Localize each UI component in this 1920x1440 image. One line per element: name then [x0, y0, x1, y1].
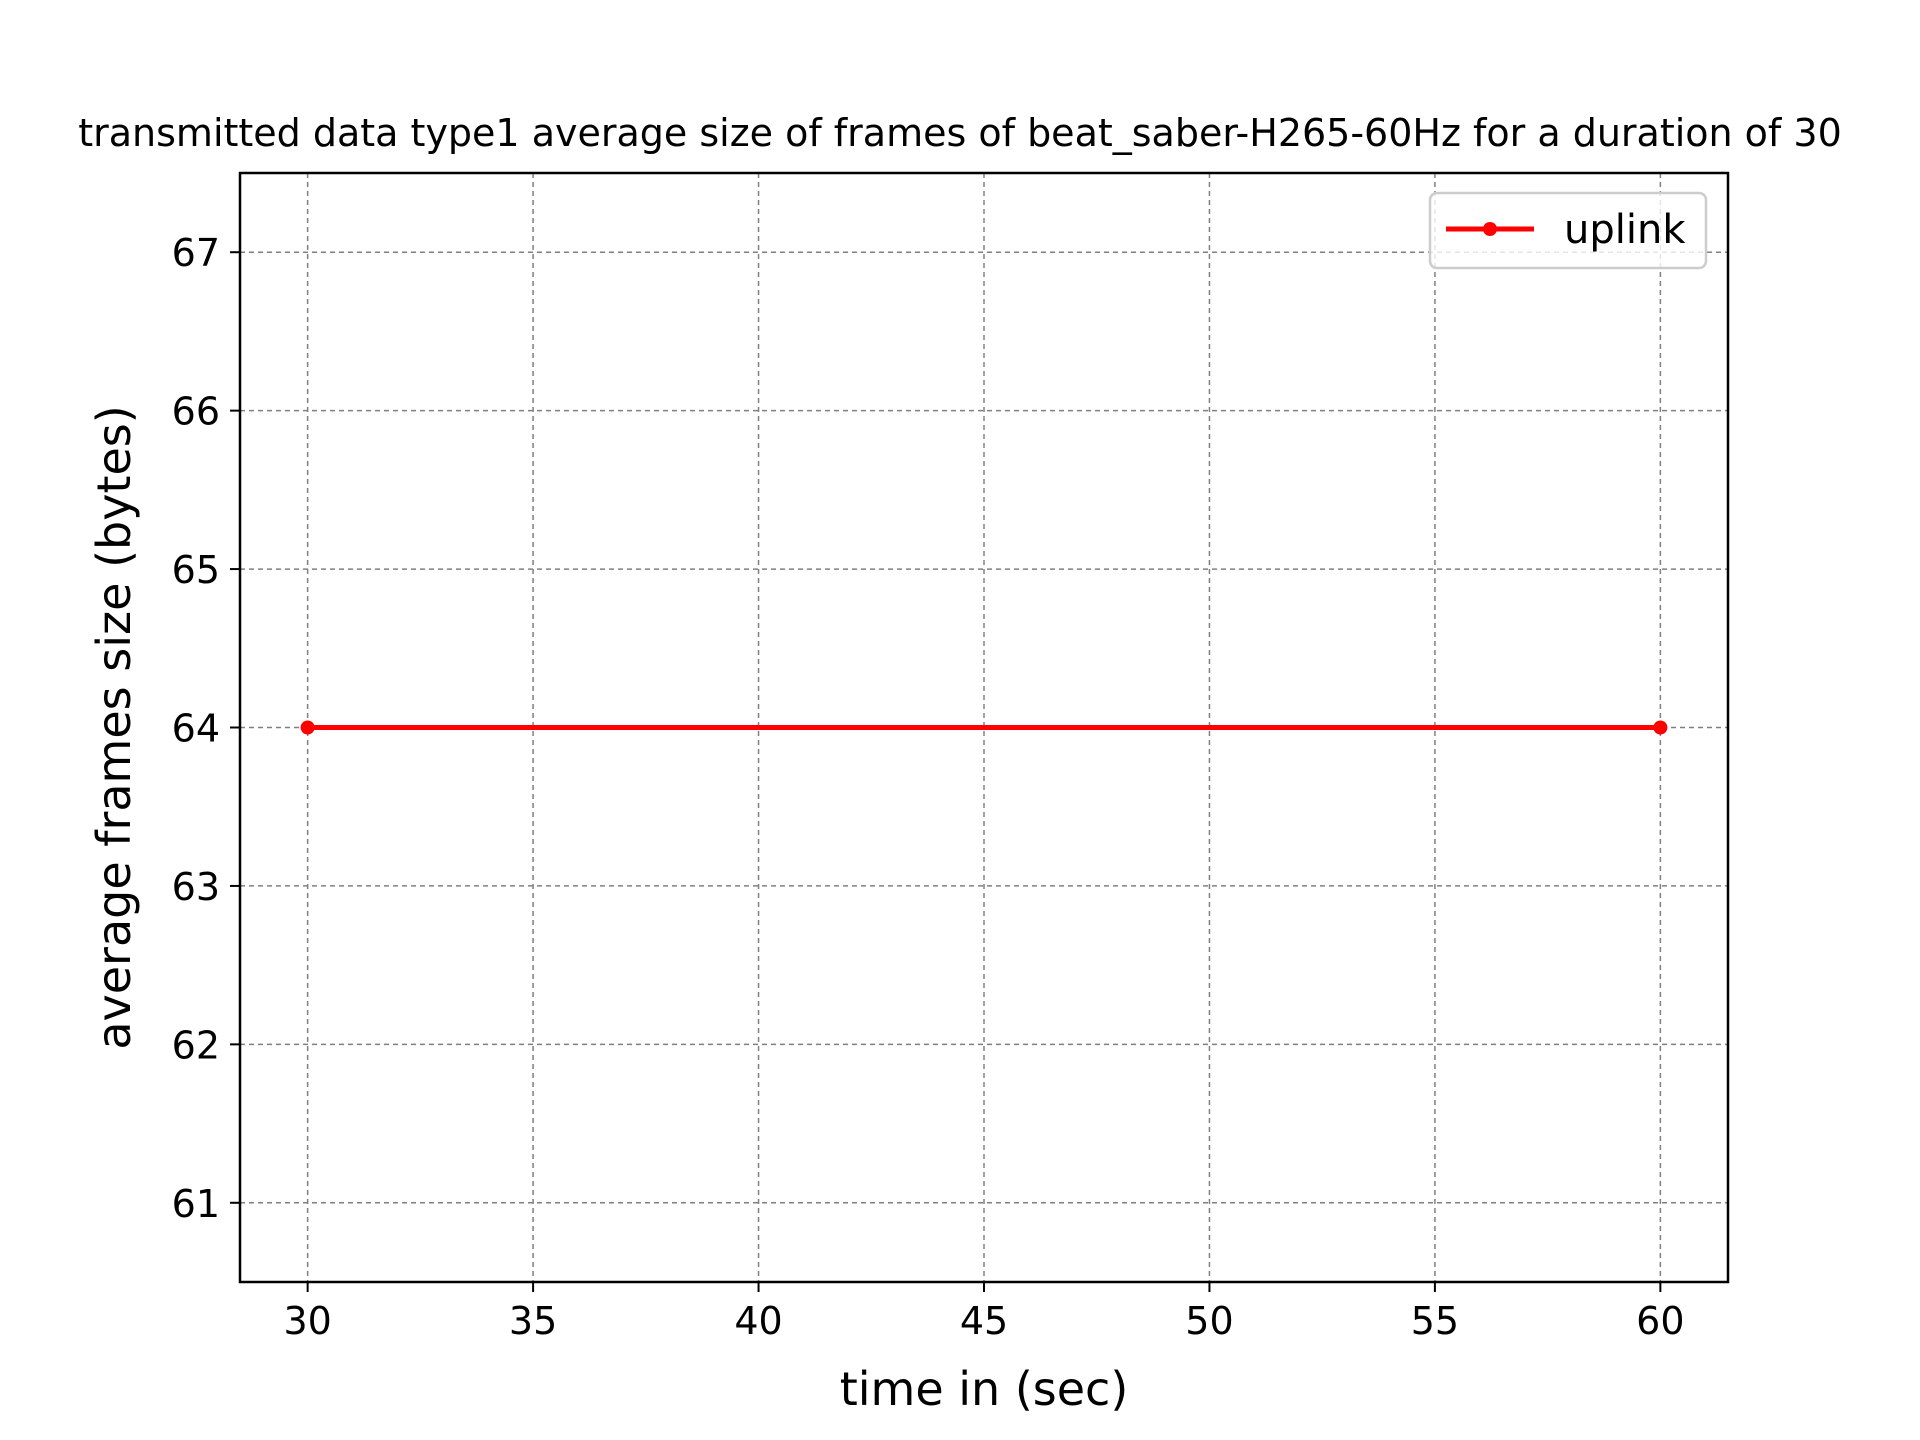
series-layer: [300, 720, 1668, 735]
x-tick-label: 55: [1411, 1299, 1459, 1343]
x-tick-label: 40: [734, 1299, 782, 1343]
y-tick-label: 61: [172, 1182, 220, 1226]
legend: uplink: [1428, 191, 1708, 270]
y-tick-label: 63: [172, 865, 220, 909]
x-tick-label: 45: [960, 1299, 1008, 1343]
legend-box: [1428, 191, 1708, 270]
x-tick-label: 60: [1636, 1299, 1684, 1343]
x-tick-label: 50: [1185, 1299, 1233, 1343]
chart-title: transmitted data type1 average size of f…: [78, 111, 1842, 155]
y-tick-label: 62: [172, 1023, 220, 1067]
y-tick-label: 65: [172, 548, 220, 592]
legend-marker-uplink: [1483, 222, 1497, 236]
data-point-uplink: [300, 720, 315, 735]
ticks: 30 35 40 45 50 55 60 61 62 63 64 65 66 67: [172, 231, 1685, 1343]
y-axis-label: average frames size (bytes): [87, 405, 141, 1049]
x-axis-label: time in (sec): [840, 1362, 1129, 1416]
x-tick-label: 35: [509, 1299, 557, 1343]
data-point-uplink: [1653, 720, 1668, 735]
y-tick-label: 64: [172, 707, 220, 751]
x-tick-label: 30: [283, 1299, 331, 1343]
legend-label-uplink: uplink: [1564, 207, 1686, 253]
y-tick-label: 67: [172, 231, 220, 275]
y-tick-label: 66: [172, 390, 220, 434]
